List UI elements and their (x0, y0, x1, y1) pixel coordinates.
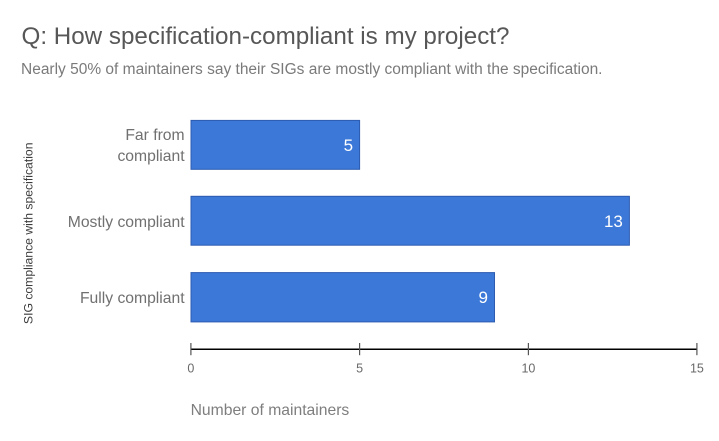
svg-text:Far from: Far from (125, 127, 184, 144)
svg-text:Number of maintainers: Number of maintainers (191, 402, 350, 419)
svg-text:5: 5 (344, 136, 353, 155)
svg-text:SIG compliance with specificat: SIG compliance with specification (22, 143, 36, 325)
svg-text:15: 15 (690, 362, 704, 376)
svg-text:compliant: compliant (117, 148, 185, 165)
svg-text:13: 13 (604, 212, 623, 231)
svg-text:Fully compliant: Fully compliant (80, 290, 185, 307)
svg-text:0: 0 (187, 362, 194, 376)
svg-text:Nearly 50% of maintainers say: Nearly 50% of maintainers say their SIGs… (21, 61, 603, 78)
svg-text:5: 5 (356, 362, 363, 376)
svg-text:9: 9 (479, 288, 488, 307)
svg-text:Mostly compliant: Mostly compliant (68, 214, 185, 231)
svg-text:Q: How specification-compliant: Q: How specification-compliant is my pro… (22, 23, 510, 50)
svg-text:10: 10 (521, 362, 535, 376)
